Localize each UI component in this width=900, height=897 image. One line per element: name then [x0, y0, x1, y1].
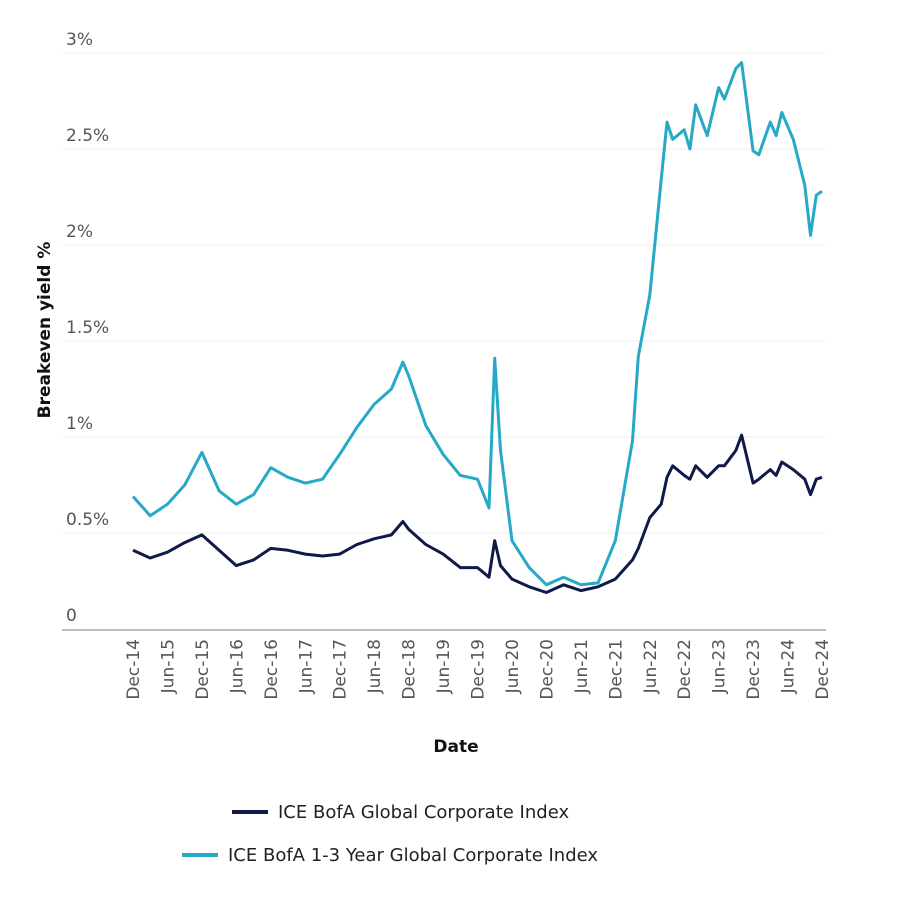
series-line-2	[131, 61, 823, 587]
x-tick-label: Dec-16	[262, 639, 282, 700]
series-lines	[131, 61, 823, 594]
x-tick-label: Dec-23	[744, 639, 764, 700]
x-axis-ticks: Dec-14 Jun-15 Dec-15 Jun-16 Dec-16 Jun-17 Dec-…	[124, 639, 833, 700]
x-tick-label: Jun-22	[641, 639, 661, 694]
y-tick-label: 0.5%	[66, 510, 109, 530]
x-axis-label: Date	[433, 737, 478, 757]
x-tick-label: Dec-15	[193, 639, 213, 700]
y-tick-label: 2%	[66, 222, 93, 242]
legend-label: ICE BofA Global Corporate Index	[278, 802, 569, 823]
x-tick-label: Dec-21	[606, 639, 626, 700]
x-tick-label: Dec-20	[537, 639, 557, 700]
legend-label: ICE BofA 1-3 Year Global Corporate Index	[228, 845, 598, 866]
y-axis-label: Breakeven yield %	[35, 242, 55, 419]
y-tick-label: 3%	[66, 30, 93, 50]
gridlines	[62, 52, 826, 534]
y-tick-label: 0	[66, 606, 77, 626]
x-tick-label: Jun-17	[296, 639, 316, 694]
x-tick-label: Jun-23	[710, 639, 730, 694]
legend: ICE BofA Global Corporate Index ICE BofA …	[182, 802, 598, 866]
x-tick-label: Dec-24	[813, 639, 833, 700]
y-tick-label: 1%	[66, 414, 93, 434]
x-tick-label: Jun-20	[503, 639, 523, 694]
x-tick-label: Jun-15	[158, 639, 178, 694]
x-tick-label: Jun-16	[227, 639, 247, 694]
x-tick-label: Dec-18	[400, 639, 420, 700]
x-tick-label: Dec-22	[675, 639, 695, 700]
y-tick-label: 1.5%	[66, 318, 109, 338]
y-axis-ticks: 0 0.5% 1% 1.5% 2% 2.5% 3%	[66, 30, 109, 626]
x-tick-label: Dec-17	[331, 639, 351, 700]
x-tick-label: Jun-19	[434, 639, 454, 694]
x-tick-label: Dec-19	[469, 639, 489, 700]
x-tick-label: Jun-18	[365, 639, 385, 694]
y-tick-label: 2.5%	[66, 126, 109, 146]
x-tick-label: Jun-24	[779, 639, 799, 694]
x-tick-label: Jun-21	[572, 639, 592, 694]
series-line-1	[132, 433, 823, 594]
x-tick-label: Dec-14	[124, 639, 144, 700]
